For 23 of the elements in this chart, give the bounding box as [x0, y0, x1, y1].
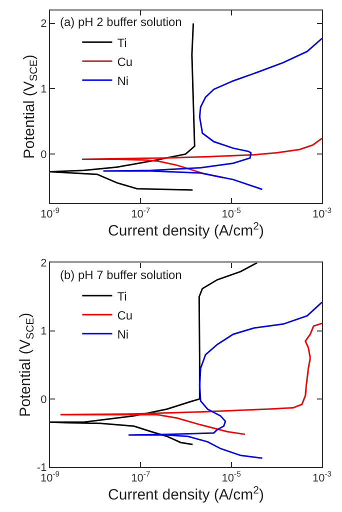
x-tick-label: 10$^{-9}$: [40, 206, 60, 220]
legend-label: Cu: [117, 54, 133, 69]
x-tick-label: 10$^{-3}$: [312, 470, 332, 484]
x-tick-label: 10$^{-3}$: [312, 206, 332, 220]
legend-label: Ni: [117, 327, 129, 342]
y-tick-label: 2: [40, 258, 47, 270]
legend-label: Ti: [117, 36, 127, 50]
x-tick-label: 10$^{-5}$: [222, 206, 241, 220]
y-tick-label: 0: [40, 394, 47, 406]
y-tick-label: 1: [40, 84, 47, 96]
text: (b) pH 7 buffer solution: [60, 268, 182, 282]
legend-label: Ni: [117, 74, 129, 88]
y-tick-label: 1: [40, 326, 47, 338]
x-axis-title: Current density (A/cm$^{2}$): [108, 484, 264, 504]
x-tick-label: 10$^{-7}$: [131, 206, 150, 220]
x-tick-label: 10$^{-7}$: [131, 470, 150, 484]
chart-title: (a) pH 2 buffer solution: [60, 15, 182, 29]
legend-label: Ti: [117, 289, 127, 304]
y-tick-label: 2: [40, 18, 47, 30]
x-tick-label: 10$^{-5}$: [222, 470, 241, 484]
x-axis-title: Current density (A/cm$^{2}$): [108, 220, 264, 240]
legend-label: Cu: [117, 308, 133, 322]
y-tick-label: 0: [40, 148, 47, 161]
